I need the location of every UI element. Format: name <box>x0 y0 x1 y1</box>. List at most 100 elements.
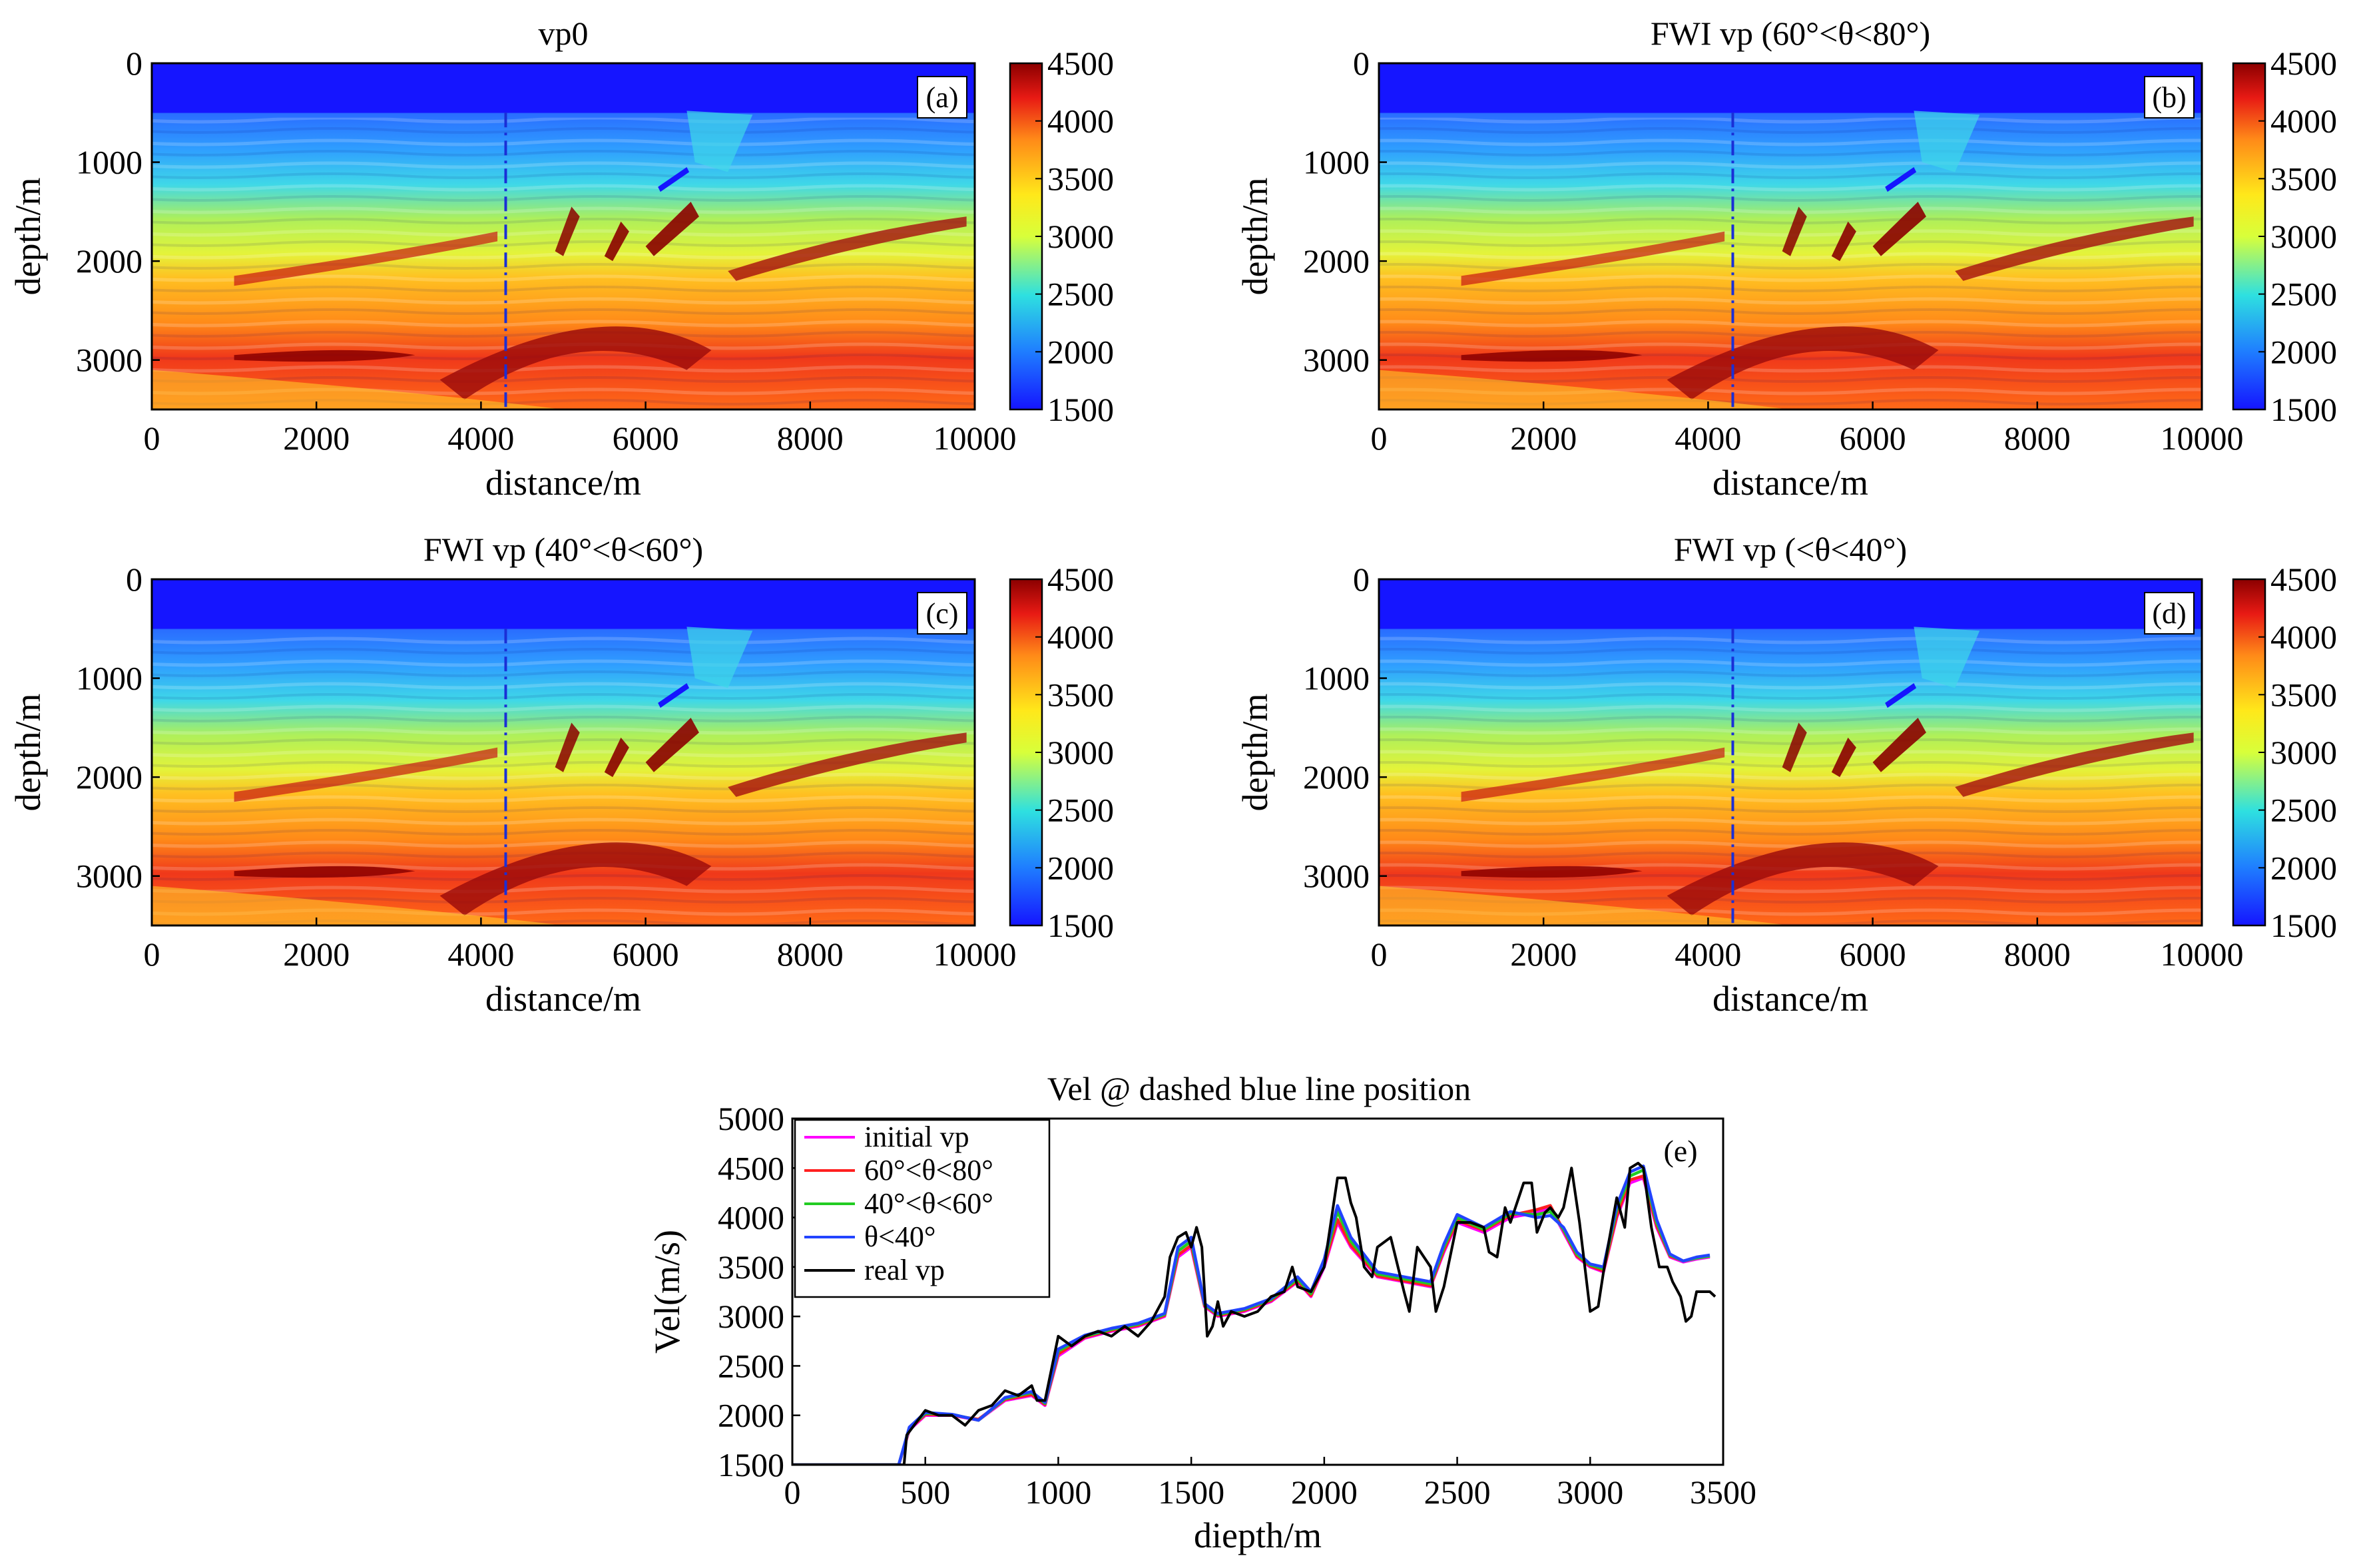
x-tick-label: 8000 <box>777 419 844 457</box>
fault-block-1 <box>645 718 699 772</box>
geologic-features <box>152 111 967 409</box>
heatmap-panel-c: (c) FWI vp (40°<θ<60°) 0 2000 4000 6000 8000 10… <box>8 531 1114 1019</box>
low-velocity-lens <box>658 167 690 192</box>
salt-body <box>1914 627 1980 688</box>
colorbar-tick-label: 1500 <box>1047 391 1114 428</box>
colorbar-tick-label: 4500 <box>2270 45 2337 82</box>
colorbar: 4500 4000 3500 3000 2500 2000 1500 <box>1009 45 1114 428</box>
plot-title: FWI vp (40°<θ<60°) <box>423 531 703 568</box>
x-tick-label: 10000 <box>933 419 1017 457</box>
x-tick-label: 8000 <box>2004 419 2071 457</box>
left-red-layer <box>234 231 498 286</box>
left-red-layer <box>1461 747 1725 802</box>
colorbar: 4500 4000 3500 3000 2500 2000 1500 <box>2232 45 2337 428</box>
colorbar-tick-label: 2500 <box>2270 792 2337 829</box>
panel-tag: (a) <box>926 81 959 114</box>
geologic-features <box>152 627 967 925</box>
left-red-layer <box>234 747 498 802</box>
right-red-layer <box>1955 732 2194 797</box>
x-tick-label: 4000 <box>1675 419 1741 457</box>
colorbar-tick-label: 2500 <box>1047 792 1114 829</box>
line-chart-panel-e: Vel @ dashed blue line position (e) 0 500 10… <box>647 1070 1756 1555</box>
legend-box <box>794 1119 1051 1298</box>
x-tick-label: 4000 <box>447 419 514 457</box>
y-tick-label: 1000 <box>76 660 142 697</box>
colorbar-tick-label: 4000 <box>2270 103 2337 140</box>
deep-red-lens <box>234 350 415 362</box>
x-tick-label: 500 <box>900 1473 950 1511</box>
x-axis-label: distance/m <box>1712 979 1868 1019</box>
bottom-yellow-zone <box>1379 370 1790 409</box>
plot-frame <box>1378 578 2203 927</box>
layer-texture <box>152 633 975 925</box>
x-tick-label: 2000 <box>283 935 350 973</box>
y-tick-label: 1000 <box>1303 660 1370 697</box>
y-tick-label: 0 <box>1353 561 1370 598</box>
plot-frame <box>1378 62 2203 411</box>
colorbar-tick-label: 3000 <box>1047 734 1114 771</box>
colorbar-tick-label: 1500 <box>1047 907 1114 944</box>
x-tick-label: 0 <box>144 935 160 973</box>
layer-texture <box>1379 117 2202 409</box>
panel-tag-box <box>917 592 967 635</box>
x-axis-label: distance/m <box>1712 463 1868 503</box>
salt-body <box>1914 111 1980 172</box>
y-axis-label: depth/m <box>8 694 48 812</box>
layer-texture <box>152 117 975 409</box>
heatmap-panel-b: (b) FWI vp (60°<θ<80°) 0 2000 4000 6000 8000 10… <box>1235 15 2337 503</box>
y-tick-label: 4500 <box>718 1149 784 1186</box>
panel-tag-box <box>917 76 967 119</box>
x-tick-label: 1500 <box>1158 1473 1224 1511</box>
fault-block-1 <box>1872 202 1926 256</box>
x-tick-label: 4000 <box>1675 935 1741 973</box>
x-tick-label: 0 <box>1371 419 1388 457</box>
y-tick-label: 2000 <box>76 758 142 796</box>
y-axis-label: depth/m <box>1235 694 1275 812</box>
fault-block-2 <box>604 737 629 778</box>
y-tick-label: 3000 <box>76 342 142 379</box>
anticline-layer <box>1667 842 1939 916</box>
legend-label: real vp <box>864 1254 945 1286</box>
panel-tag: (e) <box>1663 1134 1697 1168</box>
x-tick-label: 6000 <box>613 935 679 973</box>
x-tick-label: 10000 <box>2161 935 2244 973</box>
series-group <box>792 1161 1716 1465</box>
colorbar: 4500 4000 3500 3000 2500 2000 1500 <box>2232 561 2337 944</box>
y-tick-label: 3000 <box>1303 858 1370 895</box>
fault-block-3 <box>555 722 580 772</box>
geologic-features <box>1379 111 2194 409</box>
deep-red-lens <box>1461 866 1643 878</box>
y-tick-label: 0 <box>126 45 142 82</box>
legend-label: initial vp <box>864 1121 969 1153</box>
y-tick-label: 5000 <box>718 1100 784 1137</box>
panel-tag-box <box>2144 76 2195 119</box>
colorbar-tick-label: 2500 <box>2270 276 2337 313</box>
fault-block-2 <box>1831 737 1856 778</box>
colorbar-tick-label: 4000 <box>1047 103 1114 140</box>
panel-tag: (b) <box>2152 81 2186 114</box>
y-tick-label: 4000 <box>718 1199 784 1236</box>
y-axis-label: depth/m <box>1235 178 1275 296</box>
colorbar: 4500 4000 3500 3000 2500 2000 1500 <box>1009 561 1114 944</box>
geologic-features <box>1379 627 2194 925</box>
colorbar-tick-label: 4500 <box>2270 561 2337 598</box>
x-tick-label: 6000 <box>1840 935 1906 973</box>
colorbar-tick-label: 3500 <box>2270 160 2337 197</box>
colorbar-tick-label: 3000 <box>1047 218 1114 255</box>
plot-title: vp0 <box>539 15 589 52</box>
y-tick-label: 1000 <box>1303 144 1370 181</box>
low-velocity-lens <box>1885 683 1917 708</box>
colorbar-tick-label: 1500 <box>2270 907 2337 944</box>
low-velocity-lens <box>1885 167 1917 192</box>
colorbar-tick-label: 3500 <box>2270 676 2337 713</box>
x-tick-label: 3500 <box>1690 1473 1756 1511</box>
y-tick-label: 2000 <box>1303 758 1370 796</box>
colorbar-tick-label: 3500 <box>1047 160 1114 197</box>
y-tick-label: 2000 <box>76 242 142 280</box>
x-tick-label: 10000 <box>2161 419 2244 457</box>
panel-tag: (c) <box>926 597 959 630</box>
fault-block-1 <box>1872 718 1926 772</box>
y-axis-label: depth/m <box>8 178 48 296</box>
x-tick-label: 8000 <box>777 935 844 973</box>
